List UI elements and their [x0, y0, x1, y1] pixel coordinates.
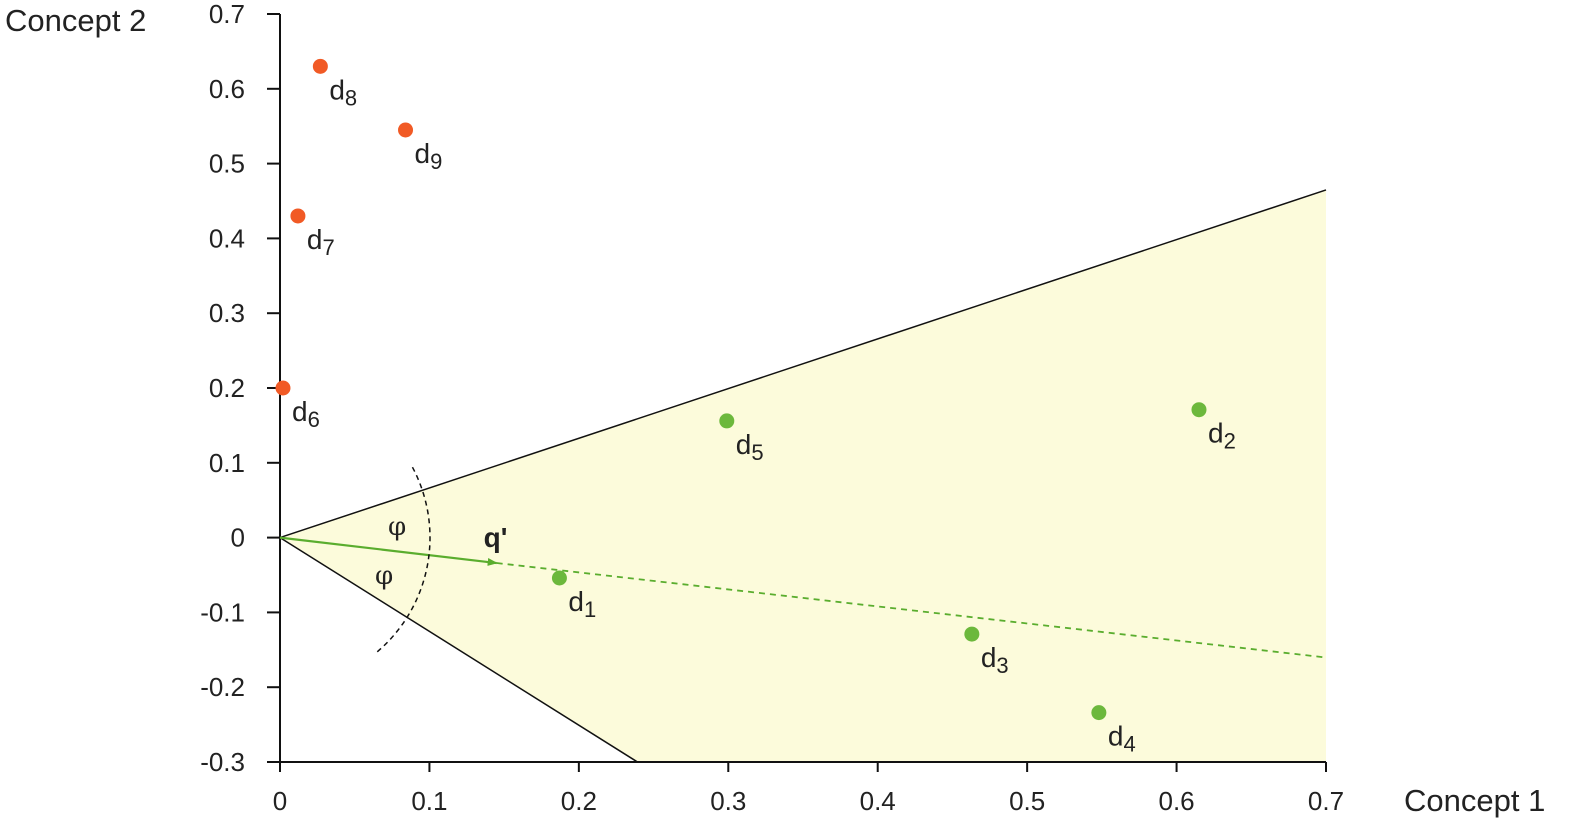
data-point-d3	[964, 626, 980, 642]
y-tick-label: 0.2	[209, 373, 245, 403]
cone-upper-edge	[279, 189, 1327, 539]
y-tick-label: 0.4	[209, 223, 245, 253]
x-tick-label: 0.4	[860, 786, 896, 816]
point-label-d9: d9	[415, 138, 443, 174]
data-point-d2	[1191, 402, 1207, 418]
angle-label-upper: φ	[388, 512, 406, 542]
y-tick-label: 0.5	[209, 149, 245, 179]
query-direction-line	[496, 562, 1327, 659]
angle-arc	[375, 466, 431, 654]
y-tick-label: -0.2	[200, 672, 245, 702]
point-label-d8: d8	[329, 74, 357, 110]
data-point-d4	[1091, 705, 1107, 721]
point-label-d6: d6	[292, 396, 320, 432]
x-tick-label: 0.2	[561, 786, 597, 816]
data-point-d1	[551, 570, 567, 586]
x-tick-label: 0.3	[710, 786, 746, 816]
y-tick-label: 0.3	[209, 298, 245, 328]
data-point-d7	[290, 208, 306, 224]
x-tick-label: 0.5	[1009, 786, 1045, 816]
y-tick-label: 0	[231, 523, 245, 553]
query-vector-arrow	[279, 536, 498, 566]
angle-label-lower: φ	[375, 561, 393, 591]
point-label-d2: d2	[1208, 418, 1236, 454]
data-point-d9	[398, 122, 414, 138]
relevance-cone	[280, 189, 1326, 763]
x-tick-label: 0.1	[411, 786, 447, 816]
data-point-d5	[719, 413, 735, 429]
x-tick-label: 0	[273, 786, 287, 816]
data-point-d8	[312, 58, 328, 74]
y-tick-label: -0.1	[200, 597, 245, 627]
x-tick-label: 0.6	[1158, 786, 1194, 816]
x-tick-label: 0.7	[1308, 786, 1344, 816]
y-axis-label: Concept 2	[5, 3, 146, 38]
cone-lower-edge	[279, 536, 638, 763]
y-tick-label: 0.6	[209, 74, 245, 104]
query-label: q'	[484, 522, 508, 553]
point-label-d7: d7	[307, 224, 335, 260]
y-tick-label: 0.1	[209, 448, 245, 478]
data-point-d6	[275, 380, 291, 396]
y-tick-label: -0.3	[200, 747, 245, 777]
y-tick-label: 0.7	[209, 0, 245, 29]
x-axis-label: Concept 1	[1404, 783, 1545, 818]
